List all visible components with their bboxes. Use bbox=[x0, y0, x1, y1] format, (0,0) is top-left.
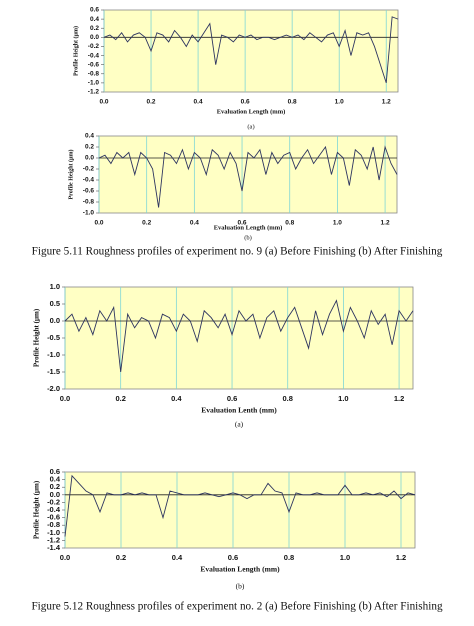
x-tick-label: 0.0 bbox=[60, 394, 70, 403]
x-tick-label: 0.6 bbox=[238, 220, 247, 227]
y-tick-label: 0.5 bbox=[50, 299, 60, 308]
y-tick-label: -0.6 bbox=[47, 513, 60, 522]
subfigure-label: (a) bbox=[247, 123, 254, 130]
y-tick-label: 0.2 bbox=[90, 25, 99, 32]
plot-area bbox=[98, 135, 398, 214]
x-axis-label: Evaluation Length (mm) bbox=[200, 565, 280, 574]
x-axis-label: Evaluation Length (mm) bbox=[217, 108, 286, 115]
y-tick-label: 0.2 bbox=[85, 144, 94, 151]
y-tick-label: -0.8 bbox=[47, 520, 60, 529]
y-tick-label: 1.0 bbox=[50, 282, 60, 291]
y-tick-label: -1.5 bbox=[47, 367, 60, 376]
x-tick-label: 0.4 bbox=[194, 99, 203, 106]
y-tick-label: -0.6 bbox=[88, 61, 100, 68]
chart: 0.0 0.2 0.4 0.6 0.8 1.0 1.2 1.0 0.5 0.0 -0.5 -1.0 -1… bbox=[33, 282, 414, 429]
profile-line bbox=[64, 299, 414, 373]
x-tick-label: 0.4 bbox=[172, 553, 183, 562]
profile-line bbox=[98, 145, 398, 208]
x-tick-label: 1.0 bbox=[335, 99, 344, 106]
x-tick-label: 0.4 bbox=[171, 394, 182, 403]
x-tick-label: 0.6 bbox=[241, 99, 250, 106]
x-tick-label: 0.2 bbox=[147, 99, 156, 106]
subfigure-label: (b) bbox=[236, 582, 245, 591]
plot-area bbox=[103, 9, 399, 93]
y-tick-label: -1.0 bbox=[47, 528, 60, 537]
y-tick-label: -0.8 bbox=[83, 199, 95, 206]
y-axis-label: Profile Height (µm) bbox=[33, 308, 41, 367]
chart: 0.0 0.2 0.4 0.6 0.8 1.0 1.2 0.4 0.2 0.0 -0.2 -0.4 -0… bbox=[67, 133, 398, 241]
chart: 0.0 0.2 0.4 0.6 0.8 1.0 1.20.60.40.20.0-0.2-0.… bbox=[33, 467, 416, 591]
plot-area bbox=[64, 286, 414, 390]
y-tick-label: 0.4 bbox=[85, 133, 94, 140]
y-tick-label: -0.8 bbox=[88, 70, 100, 77]
y-tick-label: -1.0 bbox=[88, 80, 100, 87]
x-axis-label: Evaluation Length (mm) bbox=[214, 224, 283, 231]
y-tick-label: 0.0 bbox=[50, 316, 60, 325]
y-axis-label: Profile Height (µm) bbox=[67, 150, 74, 200]
x-tick-label: 0.0 bbox=[99, 99, 108, 106]
y-tick-label: 0.2 bbox=[50, 482, 60, 491]
x-tick-label: 0.4 bbox=[190, 220, 199, 227]
y-axis-label: Profile Height (µm) bbox=[33, 480, 41, 539]
subfigure-label: (a) bbox=[235, 420, 244, 429]
x-axis-label: Evaluation Lenth (mm) bbox=[201, 406, 277, 415]
y-axis-label: Profile Height (µm) bbox=[72, 26, 79, 76]
y-tick-label: -0.2 bbox=[83, 166, 95, 173]
figure-caption: Figure 5.11 Roughness profiles of experi… bbox=[32, 246, 443, 258]
x-tick-label: 1.2 bbox=[396, 553, 406, 562]
y-tick-label: -1.2 bbox=[88, 89, 100, 96]
y-tick-label: 0.6 bbox=[50, 467, 60, 476]
y-tick-label: -2.0 bbox=[47, 384, 60, 393]
plot-area bbox=[64, 471, 416, 549]
y-tick-label: 0.0 bbox=[50, 490, 60, 499]
x-tick-label: 1.2 bbox=[394, 394, 404, 403]
y-tick-label: 0.4 bbox=[90, 16, 99, 23]
x-tick-label: 0.6 bbox=[227, 394, 237, 403]
y-tick-label: -1.0 bbox=[83, 210, 95, 217]
x-tick-label: 0.6 bbox=[228, 553, 238, 562]
profile-line bbox=[64, 474, 416, 537]
x-tick-label: 1.0 bbox=[338, 394, 348, 403]
y-tick-label: 0.0 bbox=[85, 155, 94, 162]
x-tick-label: 0.2 bbox=[142, 220, 151, 227]
x-tick-label: 0.0 bbox=[94, 220, 103, 227]
y-tick-label: -1.0 bbox=[47, 350, 60, 359]
x-tick-label: 0.8 bbox=[288, 99, 297, 106]
y-tick-label: -1.2 bbox=[47, 535, 60, 544]
chart: 0.0 0.2 0.4 0.6 0.8 1.0 1.2 0.6 0.4 0.2 0.0 -0.2 -0.… bbox=[72, 7, 399, 130]
x-tick-label: 0.0 bbox=[60, 553, 70, 562]
x-tick-label: 1.2 bbox=[382, 99, 391, 106]
y-tick-label: 0.6 bbox=[90, 7, 99, 14]
x-tick-label: 0.8 bbox=[285, 220, 294, 227]
figure-caption: Figure 5.12 Roughness profiles of experi… bbox=[31, 601, 442, 613]
y-tick-label: 0.4 bbox=[50, 475, 61, 484]
x-tick-label: 0.8 bbox=[284, 553, 294, 562]
x-tick-label: 0.2 bbox=[115, 394, 125, 403]
y-tick-label: -0.4 bbox=[47, 505, 61, 514]
x-tick-label: 1.0 bbox=[333, 220, 342, 227]
subfigure-label: (b) bbox=[244, 234, 252, 241]
x-tick-label: 1.2 bbox=[381, 220, 390, 227]
y-tick-label: -0.2 bbox=[88, 43, 100, 50]
y-tick-label: -0.2 bbox=[47, 497, 60, 506]
x-tick-label: 1.0 bbox=[340, 553, 350, 562]
y-tick-label: -0.4 bbox=[88, 52, 100, 59]
x-tick-label: 0.8 bbox=[283, 394, 293, 403]
y-tick-label: -0.4 bbox=[83, 177, 95, 184]
profile-line bbox=[103, 16, 399, 84]
y-tick-label: 0.0 bbox=[90, 34, 99, 41]
y-tick-label: -0.6 bbox=[83, 188, 95, 195]
y-tick-label: -1.4 bbox=[47, 543, 61, 552]
x-tick-label: 0.2 bbox=[116, 553, 126, 562]
y-tick-label: -0.5 bbox=[47, 333, 60, 342]
